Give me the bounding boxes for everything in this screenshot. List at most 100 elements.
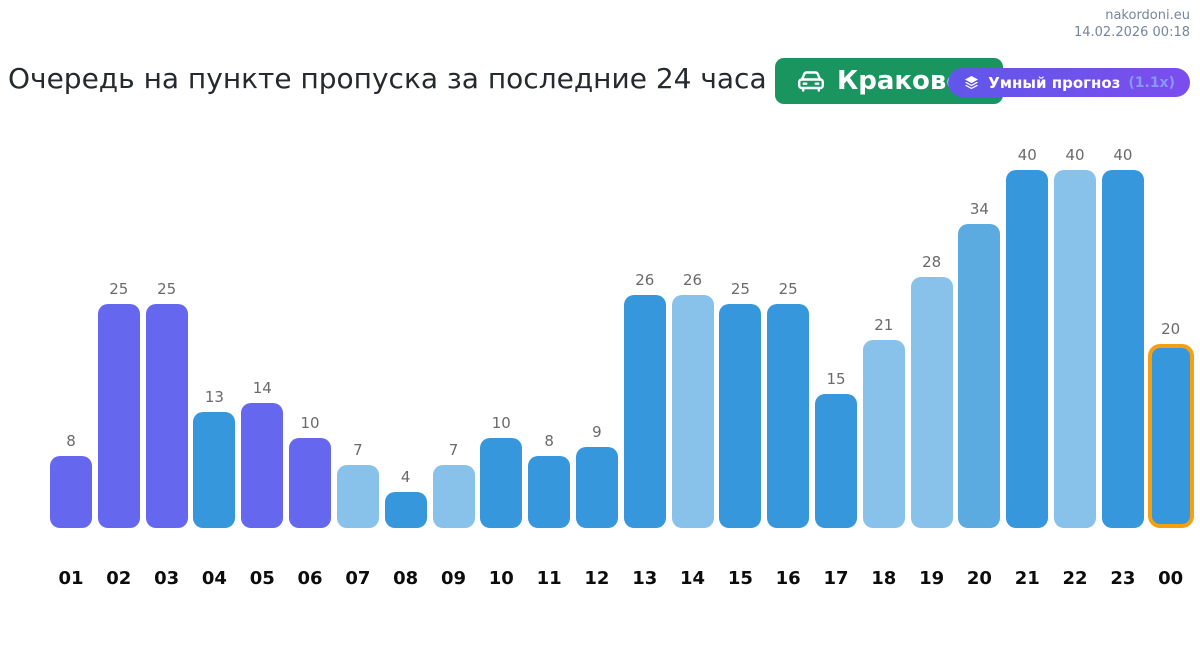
page-title: Очередь на пункте пропуска за последние … bbox=[8, 62, 767, 95]
hour-label: 09 bbox=[440, 568, 467, 589]
bar-14[interactable] bbox=[671, 295, 714, 528]
bar-10[interactable] bbox=[480, 438, 523, 528]
bar-value-label: 25 bbox=[109, 280, 129, 298]
bar-08[interactable] bbox=[384, 492, 427, 528]
bar-value-label: 8 bbox=[544, 432, 554, 450]
hour-label: 01 bbox=[58, 568, 84, 589]
bar-column: 4 08 bbox=[383, 468, 429, 589]
bar-23[interactable] bbox=[1101, 170, 1144, 528]
layers-icon bbox=[963, 74, 980, 91]
forecast-badge-label: Умный прогноз bbox=[988, 73, 1121, 92]
bar-05[interactable] bbox=[241, 403, 284, 528]
hour-label: 06 bbox=[297, 568, 323, 589]
bar-column: 26 13 bbox=[622, 271, 668, 589]
bar-value-label: 25 bbox=[778, 280, 798, 298]
site-datetime: 14.02.2026 00:18 bbox=[1073, 24, 1190, 40]
hour-label: 11 bbox=[536, 568, 562, 589]
bar-value-label: 13 bbox=[204, 388, 224, 406]
hour-label: 02 bbox=[106, 568, 132, 589]
bar-value-label: 40 bbox=[1017, 146, 1037, 164]
bar-value-label: 20 bbox=[1161, 320, 1181, 338]
bar-value-label: 34 bbox=[969, 200, 989, 218]
forecast-multiplier: (1.1x) bbox=[1128, 74, 1175, 91]
bar-11[interactable] bbox=[528, 456, 571, 528]
bar-chart: 8 01 25 02 25 03 13 04 14 05 10 06 7 07 4 08 7 09 10 10 8 11 9… bbox=[48, 146, 1194, 589]
bar-00[interactable] bbox=[1147, 344, 1194, 528]
bar-column: 28 19 bbox=[909, 253, 955, 589]
bar-value-label: 14 bbox=[252, 379, 272, 397]
bar-17[interactable] bbox=[815, 394, 857, 528]
bar-column: 7 07 bbox=[335, 441, 381, 589]
bar-value-label: 28 bbox=[922, 253, 942, 271]
bar-value-label: 26 bbox=[683, 271, 703, 289]
bar-value-label: 26 bbox=[635, 271, 655, 289]
hour-label: 17 bbox=[823, 568, 849, 589]
bar-value-label: 25 bbox=[730, 280, 750, 298]
bar-02[interactable] bbox=[97, 304, 140, 528]
hour-label: 00 bbox=[1158, 568, 1184, 589]
bar-13[interactable] bbox=[623, 295, 666, 528]
bar-column: 13 04 bbox=[191, 388, 237, 589]
bar-22[interactable] bbox=[1054, 170, 1097, 528]
hour-label: 14 bbox=[680, 568, 706, 589]
hour-label: 16 bbox=[775, 568, 801, 589]
bar-column: 25 02 bbox=[96, 280, 142, 589]
hour-label: 18 bbox=[871, 568, 897, 589]
bar-value-label: 40 bbox=[1065, 146, 1085, 164]
bar-20[interactable] bbox=[958, 224, 1001, 528]
hour-label: 21 bbox=[1014, 568, 1040, 589]
hour-label: 13 bbox=[632, 568, 658, 589]
bar-value-label: 40 bbox=[1113, 146, 1133, 164]
bar-column: 25 16 bbox=[765, 280, 811, 589]
bar-value-label: 10 bbox=[491, 414, 511, 432]
bar-12[interactable] bbox=[575, 447, 618, 528]
bar-value-label: 7 bbox=[353, 441, 363, 459]
bar-column: 26 14 bbox=[670, 271, 716, 589]
bar-09[interactable] bbox=[432, 465, 475, 528]
hour-label: 08 bbox=[393, 568, 419, 589]
bar-column: 34 20 bbox=[956, 200, 1002, 589]
bar-06[interactable] bbox=[289, 438, 332, 528]
forecast-badge[interactable]: Умный прогноз (1.1x) bbox=[948, 68, 1190, 97]
bar-value-label: 9 bbox=[592, 423, 602, 441]
bar-03[interactable] bbox=[145, 304, 188, 528]
hour-label: 10 bbox=[488, 568, 514, 589]
bar-19[interactable] bbox=[910, 277, 953, 528]
bar-column: 21 18 bbox=[861, 316, 907, 589]
bar-value-label: 21 bbox=[874, 316, 894, 334]
bar-01[interactable] bbox=[50, 456, 92, 528]
hour-label: 07 bbox=[345, 568, 371, 589]
bar-07[interactable] bbox=[336, 465, 379, 528]
bar-value-label: 25 bbox=[157, 280, 177, 298]
hour-label: 19 bbox=[919, 568, 945, 589]
bar-column: 9 12 bbox=[574, 423, 620, 589]
bar-column: 40 23 bbox=[1100, 146, 1146, 589]
bar-column: 10 10 bbox=[478, 414, 524, 589]
hour-label: 23 bbox=[1110, 568, 1136, 589]
bar-column: 25 03 bbox=[144, 280, 190, 589]
car-icon bbox=[795, 68, 827, 94]
hour-label: 04 bbox=[201, 568, 227, 589]
hour-label: 03 bbox=[154, 568, 180, 589]
site-name[interactable]: nakordoni.eu bbox=[1105, 8, 1190, 23]
bar-column: 15 17 bbox=[813, 370, 859, 589]
bar-column: 8 11 bbox=[526, 432, 572, 589]
hour-label: 15 bbox=[727, 568, 753, 589]
bar-column: 40 22 bbox=[1052, 146, 1098, 589]
bar-column: 7 09 bbox=[431, 441, 477, 589]
bar-column: 20 00 bbox=[1147, 320, 1194, 589]
bar-04[interactable] bbox=[193, 412, 236, 528]
bar-18[interactable] bbox=[862, 340, 905, 528]
bar-column: 40 21 bbox=[1004, 146, 1050, 589]
bar-15[interactable] bbox=[719, 304, 762, 528]
hour-label: 20 bbox=[966, 568, 992, 589]
bar-column: 8 01 bbox=[48, 432, 94, 589]
bar-value-label: 8 bbox=[66, 432, 76, 450]
bar-21[interactable] bbox=[1006, 170, 1049, 528]
bar-value-label: 10 bbox=[300, 414, 320, 432]
hour-label: 12 bbox=[584, 568, 610, 589]
bar-column: 25 15 bbox=[717, 280, 763, 589]
bar-value-label: 7 bbox=[448, 441, 459, 459]
bar-column: 10 06 bbox=[287, 414, 333, 589]
bar-16[interactable] bbox=[767, 304, 810, 528]
